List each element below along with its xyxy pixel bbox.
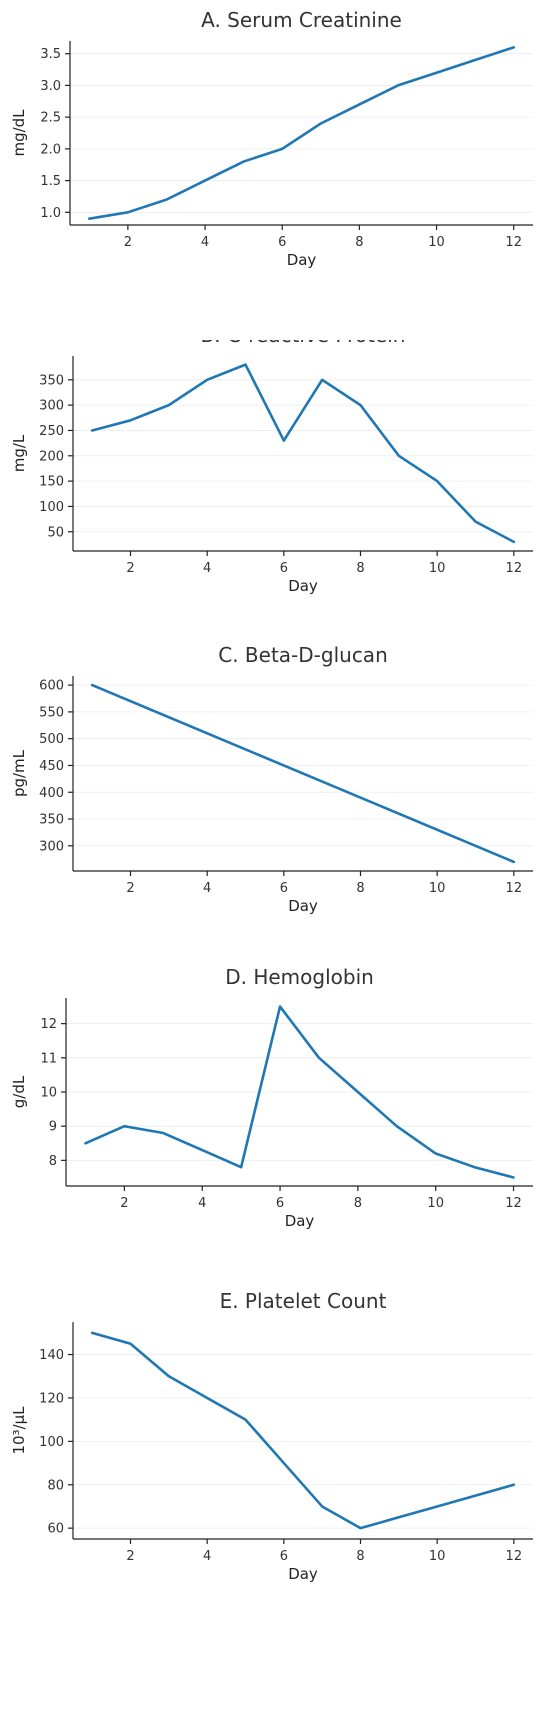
x-tick-label: 8 (356, 561, 364, 576)
x-tick-label: 2 (126, 1549, 134, 1564)
y-tick-label: 1.5 (40, 174, 61, 189)
y-axis-label: mg/dL (10, 109, 28, 157)
y-tick-label: 300 (39, 839, 64, 854)
y-axis-label: 10³/µL (10, 1406, 28, 1455)
y-tick-label: 350 (39, 373, 64, 388)
x-tick-label: 4 (203, 561, 211, 576)
y-tick-label: 3.5 (40, 47, 61, 62)
y-tick-label: 3.0 (40, 79, 61, 94)
x-tick-label: 2 (126, 561, 134, 576)
y-tick-label: 9 (49, 1120, 57, 1135)
chart-svg-5: E. Platelet Count 60 80 100 120 140 2 4 6 8 10 12 Da… (10, 1289, 533, 1583)
y-tick-label: 12 (40, 1017, 57, 1032)
y-tick-label: 350 (39, 813, 64, 828)
y-tick-label: 8 (49, 1154, 57, 1169)
y-tick-label: 200 (39, 449, 64, 464)
y-tick-label: 150 (39, 475, 64, 490)
x-axis-label: Day (287, 251, 317, 269)
y-tick-label: 2.5 (40, 111, 61, 126)
x-tick-label: 10 (429, 1549, 446, 1564)
x-tick-label: 12 (506, 881, 523, 896)
y-axis-label: pg/mL (10, 749, 28, 797)
chart-title: D. Hemoglobin (225, 968, 374, 989)
y-tick-label: 80 (47, 1478, 64, 1493)
y-tick-label: 2.0 (40, 142, 61, 157)
y-tick-label: 300 (39, 399, 64, 414)
x-tick-label: 10 (429, 561, 446, 576)
x-tick-label: 6 (280, 1549, 288, 1564)
chart-panel-1: A. Serum Creatinine 1.0 1.5 2.0 2.5 3.0 3.5 2 4 6… (0, 0, 550, 300)
y-tick-label: 500 (39, 732, 64, 747)
x-tick-label: 10 (427, 1196, 444, 1211)
x-tick-label: 10 (428, 235, 445, 250)
x-tick-label: 4 (203, 881, 211, 896)
x-tick-label: 8 (356, 1549, 364, 1564)
x-tick-label: 12 (506, 1549, 523, 1564)
x-tick-label: 10 (429, 881, 446, 896)
chart-svg-2: B. C-reactive Protein 50 100 150 200 250 300 35… (10, 340, 533, 595)
series-line (84, 1005, 515, 1179)
x-tick-label: 4 (203, 1549, 211, 1564)
chart-title: C. Beta-D-glucan (218, 643, 388, 667)
x-tick-label: 4 (201, 235, 209, 250)
chart-panel-2: B. C-reactive Protein 50 100 150 200 250 300 35… (0, 340, 550, 660)
y-tick-label: 140 (39, 1348, 64, 1363)
chart-title: A. Serum Creatinine (201, 8, 402, 32)
chart-panel-4: D. Hemoglobin 8 9 10 11 12 2 4 6 8 10 12 Day g/dL (0, 968, 550, 1253)
x-tick-label: 8 (355, 235, 363, 250)
chart-title: E. Platelet Count (220, 1289, 387, 1313)
y-axis-label: mg/L (10, 434, 28, 472)
x-tick-label: 6 (280, 881, 288, 896)
x-tick-label: 2 (124, 235, 132, 250)
chart-svg-3: C. Beta-D-glucan 300 350 400 450 500 550 600 2 4 6… (10, 643, 533, 915)
chart-svg-4: D. Hemoglobin 8 9 10 11 12 2 4 6 8 10 12 Day g/dL (10, 968, 533, 1230)
series-line (90, 363, 516, 544)
y-axis-label: g/dL (10, 1075, 28, 1108)
series-line (90, 683, 516, 864)
y-tick-label: 600 (39, 679, 64, 694)
x-axis-label: Day (288, 1565, 318, 1583)
x-axis-label: Day (288, 577, 318, 595)
chart-panel-3: C. Beta-D-glucan 300 350 400 450 500 550 600 2 4 6… (0, 640, 550, 940)
y-tick-label: 550 (39, 705, 64, 720)
x-tick-label: 4 (198, 1196, 206, 1211)
x-tick-label: 12 (506, 561, 523, 576)
y-tick-label: 100 (39, 500, 64, 515)
y-tick-label: 120 (39, 1391, 64, 1406)
y-tick-label: 10 (40, 1086, 57, 1101)
y-tick-label: 400 (39, 786, 64, 801)
y-tick-label: 50 (47, 525, 64, 540)
x-axis-label: Day (288, 897, 318, 915)
y-tick-label: 250 (39, 424, 64, 439)
x-tick-label: 12 (505, 235, 522, 250)
x-tick-label: 2 (126, 881, 134, 896)
y-tick-label: 1.0 (40, 206, 61, 221)
x-axis-label: Day (285, 1212, 315, 1230)
chart-title: B. C-reactive Protein (201, 340, 406, 347)
x-tick-label: 8 (354, 1196, 362, 1211)
chart-panel-5: E. Platelet Count 60 80 100 120 140 2 4 6 8 10 12 Da… (0, 1280, 550, 1712)
series-line (87, 46, 516, 220)
x-tick-label: 6 (278, 235, 286, 250)
x-tick-label: 8 (356, 881, 364, 896)
series-line (90, 1331, 516, 1530)
x-tick-label: 12 (505, 1196, 522, 1211)
y-tick-label: 11 (40, 1051, 57, 1066)
y-tick-label: 450 (39, 759, 64, 774)
chart-svg-1: A. Serum Creatinine 1.0 1.5 2.0 2.5 3.0 3.5 2 4 6… (10, 8, 533, 269)
x-tick-label: 6 (280, 561, 288, 576)
x-tick-label: 6 (276, 1196, 284, 1211)
y-tick-label: 60 (47, 1522, 64, 1537)
x-tick-label: 2 (120, 1196, 128, 1211)
y-tick-label: 100 (39, 1435, 64, 1450)
